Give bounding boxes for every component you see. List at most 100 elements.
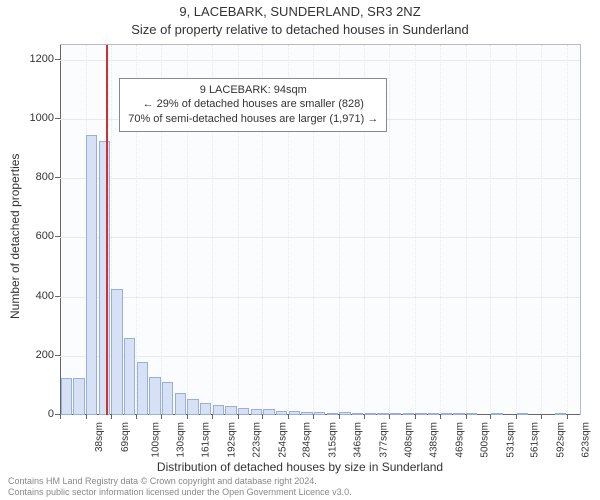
ytick-mark (55, 296, 60, 297)
ytick-label: 400 (10, 290, 54, 302)
xtick-label: 469sqm (454, 422, 465, 458)
xtick-label: 500sqm (480, 422, 491, 458)
gridline-h (60, 237, 580, 238)
histogram-bar (339, 412, 350, 415)
histogram-bar (187, 399, 198, 415)
ytick-mark (55, 177, 60, 178)
xtick-mark (490, 414, 491, 419)
ytick-label: 600 (10, 230, 54, 242)
xtick-mark (136, 414, 137, 419)
histogram-bar (517, 413, 528, 415)
histogram-bar (175, 393, 186, 415)
xtick-label: 130sqm (175, 422, 186, 458)
histogram-bar (225, 406, 236, 415)
chart-title-line1: 9, LACEBARK, SUNDERLAND, SR3 2NZ (0, 4, 600, 19)
xtick-mark (262, 414, 263, 419)
histogram-bar (238, 408, 249, 415)
histogram-bar (137, 362, 148, 415)
gridline-v (541, 45, 542, 415)
xtick-label: 623sqm (581, 422, 592, 458)
xtick-label: 561sqm (530, 422, 541, 458)
xtick-label: 346sqm (353, 422, 364, 458)
y-axis-line (60, 45, 61, 415)
xtick-label: 438sqm (429, 422, 440, 458)
gridline-h (60, 60, 580, 61)
gridline-v (389, 45, 390, 415)
histogram-bar (352, 413, 363, 415)
gridline-v (516, 45, 517, 415)
xtick-mark (212, 414, 213, 419)
histogram-bar (327, 413, 338, 415)
histogram-bar (263, 409, 274, 415)
annotation-line2: ← 29% of detached houses are smaller (82… (128, 97, 378, 112)
ytick-label: 200 (10, 349, 54, 361)
histogram-bar (73, 378, 84, 415)
xtick-label: 315sqm (327, 422, 338, 458)
ytick-mark (55, 118, 60, 119)
histogram-bar (441, 413, 452, 415)
xtick-mark (86, 414, 87, 419)
xtick-mark (161, 414, 162, 419)
xtick-mark (415, 414, 416, 419)
xtick-mark (187, 414, 188, 419)
histogram-bar (124, 338, 135, 415)
ytick-label: 1200 (10, 53, 54, 65)
gridline-v (440, 45, 441, 415)
xtick-label: 377sqm (379, 422, 390, 458)
gridline-h (60, 178, 580, 179)
xtick-mark (389, 414, 390, 419)
gridline-h (60, 297, 580, 298)
xtick-mark (60, 414, 61, 419)
marker-line (106, 45, 108, 415)
chart-container: 9, LACEBARK, SUNDERLAND, SR3 2NZ Size of… (0, 0, 600, 500)
xtick-mark (516, 414, 517, 419)
annotation-line1: 9 LACEBARK: 94sqm (128, 83, 378, 98)
histogram-bar (200, 403, 211, 415)
ytick-mark (55, 59, 60, 60)
xtick-label: 284sqm (302, 422, 313, 458)
annotation-line3: 70% of semi-detached houses are larger (… (128, 112, 378, 127)
chart-title-line2: Size of property relative to detached ho… (0, 22, 600, 37)
footnote-line2: Contains public sector information licen… (8, 487, 352, 498)
xtick-label: 254sqm (277, 422, 288, 458)
annotation-box: 9 LACEBARK: 94sqm← 29% of detached house… (119, 78, 387, 133)
histogram-bar (428, 413, 439, 415)
histogram-bar (403, 413, 414, 415)
histogram-bar (453, 413, 464, 415)
xtick-mark (567, 414, 568, 419)
xtick-mark (111, 414, 112, 419)
ytick-label: 1000 (10, 112, 54, 124)
ytick-label: 800 (10, 171, 54, 183)
histogram-bar (289, 411, 300, 415)
histogram-bar (415, 413, 426, 415)
ytick-mark (55, 236, 60, 237)
histogram-bar (99, 141, 110, 415)
histogram-bar (61, 378, 72, 415)
histogram-bar (276, 411, 287, 415)
xtick-mark (238, 414, 239, 419)
xtick-mark (364, 414, 365, 419)
xtick-label: 38sqm (94, 422, 105, 452)
histogram-bar (365, 413, 376, 415)
gridline-v (567, 45, 568, 415)
gridline-v (490, 45, 491, 415)
histogram-bar (466, 413, 477, 415)
histogram-bar (491, 413, 502, 415)
plot-area: 9 LACEBARK: 94sqm← 29% of detached house… (60, 44, 581, 415)
histogram-bar (162, 382, 173, 415)
xtick-mark (466, 414, 467, 419)
xtick-mark (339, 414, 340, 419)
histogram-bar (301, 412, 312, 415)
histogram-bar (149, 377, 160, 415)
gridline-v (466, 45, 467, 415)
xtick-label: 161sqm (201, 422, 212, 458)
histogram-bar (213, 405, 224, 415)
x-axis-label: Distribution of detached houses by size … (0, 460, 600, 474)
ytick-label: 0 (10, 408, 54, 420)
xtick-label: 100sqm (151, 422, 162, 458)
xtick-label: 531sqm (505, 422, 516, 458)
footnote-line1: Contains HM Land Registry data © Crown c… (8, 476, 352, 487)
histogram-bar (377, 413, 388, 415)
xtick-label: 69sqm (120, 422, 131, 452)
footnote: Contains HM Land Registry data © Crown c… (8, 476, 352, 498)
